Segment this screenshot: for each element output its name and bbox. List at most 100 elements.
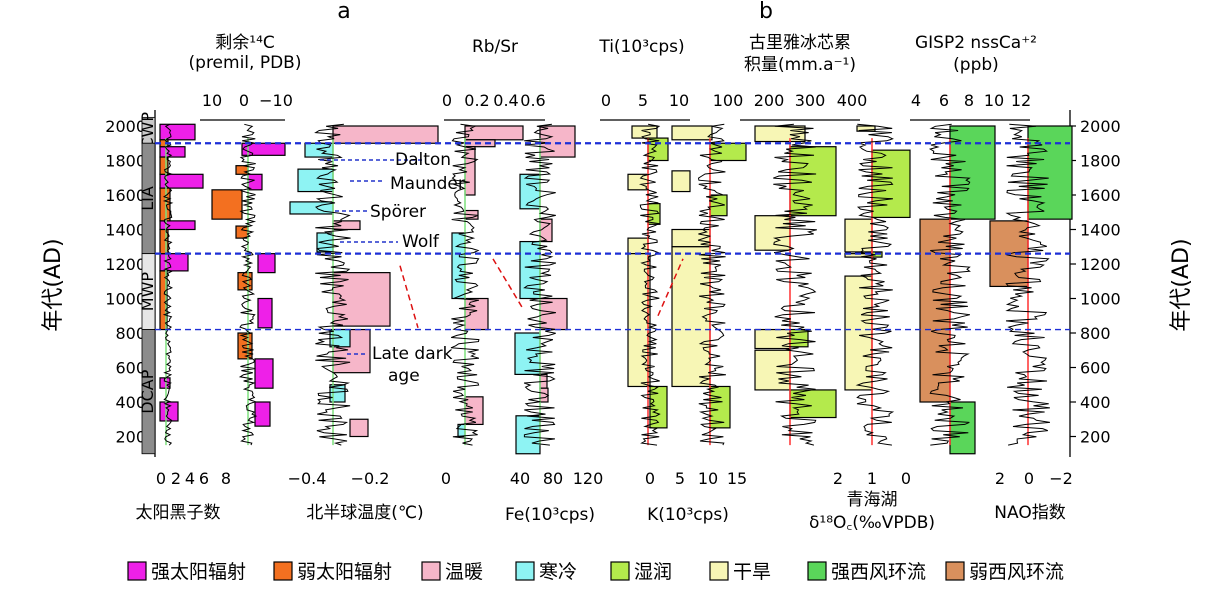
y-tick-label-left: 1400 <box>105 221 146 240</box>
ti-top-tick: 10 <box>669 91 689 110</box>
interval-block <box>159 156 169 175</box>
y-tick-label-right: 800 <box>1080 324 1111 343</box>
interval-block <box>241 142 286 156</box>
y-tick-label-right: 1000 <box>1080 290 1121 309</box>
maunder-label: Maunder <box>390 174 465 194</box>
sunspot-tick: 6 <box>199 469 209 488</box>
guliya-top-tick: 300 <box>795 91 826 110</box>
qinghai-title-2: δ¹⁸O꜀(‰VPDB) <box>809 513 935 533</box>
proxy-curve <box>1005 123 1050 446</box>
interval-block <box>871 149 911 219</box>
gisp2-title-line2: (ppb) <box>953 55 999 75</box>
interval-block <box>671 125 713 141</box>
k-tick: 0 <box>645 469 655 488</box>
c14-title-line2: (premil, PDB) <box>189 53 302 73</box>
legend-label: 强西风环流 <box>831 561 926 583</box>
minima-annotations: Dalton Maunder Spörer Wolf Late dark age <box>320 150 465 386</box>
temp-tick: 0 <box>441 469 451 488</box>
interval-block <box>159 173 204 189</box>
nao-tick: −2 <box>1049 469 1073 488</box>
gisp2-top-tick: 10 <box>984 91 1004 110</box>
temp-tick: −0.2 <box>351 469 390 488</box>
y-tick-label-right: 1600 <box>1080 186 1121 205</box>
interval-block <box>515 415 541 455</box>
ti-title: Ti(10³cps) <box>598 37 684 57</box>
period-label-lia: LIA <box>138 186 157 211</box>
interval-block <box>1027 125 1073 220</box>
c14-top-tick: 0 <box>239 91 249 110</box>
interval-block <box>159 220 196 231</box>
fe-tick: 120 <box>573 469 604 488</box>
rbsr-top-tick: 0.4 <box>493 91 518 110</box>
interval-block <box>754 215 791 251</box>
interval-block <box>289 201 334 215</box>
rbsr-top-tick: 0 <box>442 91 452 110</box>
panel-label-a: a <box>337 0 350 24</box>
fe-title: Fe(10³cps) <box>505 505 595 525</box>
legend-swatch <box>610 561 630 581</box>
guliya-title-line1: 古里雅冰芯累 <box>749 33 851 53</box>
nao-title: NAO指数 <box>994 503 1065 523</box>
dalton-label: Dalton <box>395 150 451 170</box>
y-tick-group: 200 200 400 400 600 600 800 800 1000 1000 1200 1200… <box>105 117 1120 447</box>
nao-tick: 0 <box>1024 469 1034 488</box>
proxy-curve <box>314 123 351 446</box>
k-tick: 5 <box>675 469 685 488</box>
qinghai-tick: 0 <box>901 469 911 488</box>
fe-tick: 40 <box>510 469 530 488</box>
proxy-curve <box>450 123 480 446</box>
panel-label-b: b <box>759 0 773 24</box>
interval-block <box>332 220 361 231</box>
rbsr-top-tick: 0.2 <box>464 91 489 110</box>
gisp2-title-line1: GISP2 nssCa⁺² <box>915 33 1037 53</box>
qinghai-title-1: 青海湖 <box>847 490 898 510</box>
y-tick-label-left: 200 <box>115 428 146 447</box>
legend-swatch <box>127 561 147 581</box>
proxy-curve <box>697 123 726 446</box>
legend-swatch <box>807 561 827 581</box>
sunspot-title: 太阳黑子数 <box>136 503 221 523</box>
c14-title-line1: 剩余¹⁴C <box>215 33 275 53</box>
interval-block <box>235 225 249 239</box>
y-tick-label-left: 1200 <box>105 255 146 274</box>
k-tick: 15 <box>727 469 747 488</box>
fe-tick: 80 <box>543 469 563 488</box>
legend-swatch <box>421 561 441 581</box>
trend-line <box>492 258 523 308</box>
gisp2-top-tick: 8 <box>964 91 974 110</box>
sunspot-tick: 8 <box>221 469 231 488</box>
legend-swatch <box>945 561 965 581</box>
y-tick-label-right: 400 <box>1080 393 1111 412</box>
gisp2-top-tick: 12 <box>1011 91 1031 110</box>
proxy-curve <box>928 123 971 446</box>
legend-label: 强太阳辐射 <box>151 561 246 583</box>
interval-block <box>464 396 484 426</box>
guliya-title-line2: 积量(mm.a⁻¹) <box>744 55 856 75</box>
qinghai-tick: 2 <box>833 469 843 488</box>
interval-block <box>649 385 668 429</box>
legend: 强太阳辐射 弱太阳辐射 温暖 寒冷 湿润 干旱 强西风环流 弱西风环流 <box>127 561 1064 583</box>
y-tick-label-left: 400 <box>115 393 146 412</box>
legend-swatch <box>273 561 293 581</box>
nao-tick: 2 <box>995 469 1005 488</box>
c14-top-tick: 10 <box>202 91 222 110</box>
late-dark-label-2: age <box>388 366 420 386</box>
gisp2-top-tick: 4 <box>911 91 921 110</box>
interval-block <box>754 349 791 391</box>
gisp2-top-tick: 6 <box>939 91 949 110</box>
interval-block <box>159 187 171 222</box>
guliya-top-tick: 400 <box>837 91 868 110</box>
interval-block <box>159 123 196 141</box>
interval-block <box>235 165 249 175</box>
interval-block <box>254 401 271 427</box>
legend-label: 寒冷 <box>539 561 577 583</box>
interval-block <box>257 297 273 329</box>
y-tick-label-right: 1800 <box>1080 152 1121 171</box>
sunspot-tick: 4 <box>185 469 195 488</box>
wolf-label: Wolf <box>402 232 440 252</box>
legend-label: 弱太阳辐射 <box>297 561 392 583</box>
period-bar: CWP LIA MWP DCAP <box>138 112 157 455</box>
interval-block <box>297 168 334 193</box>
interval-block <box>159 146 186 158</box>
